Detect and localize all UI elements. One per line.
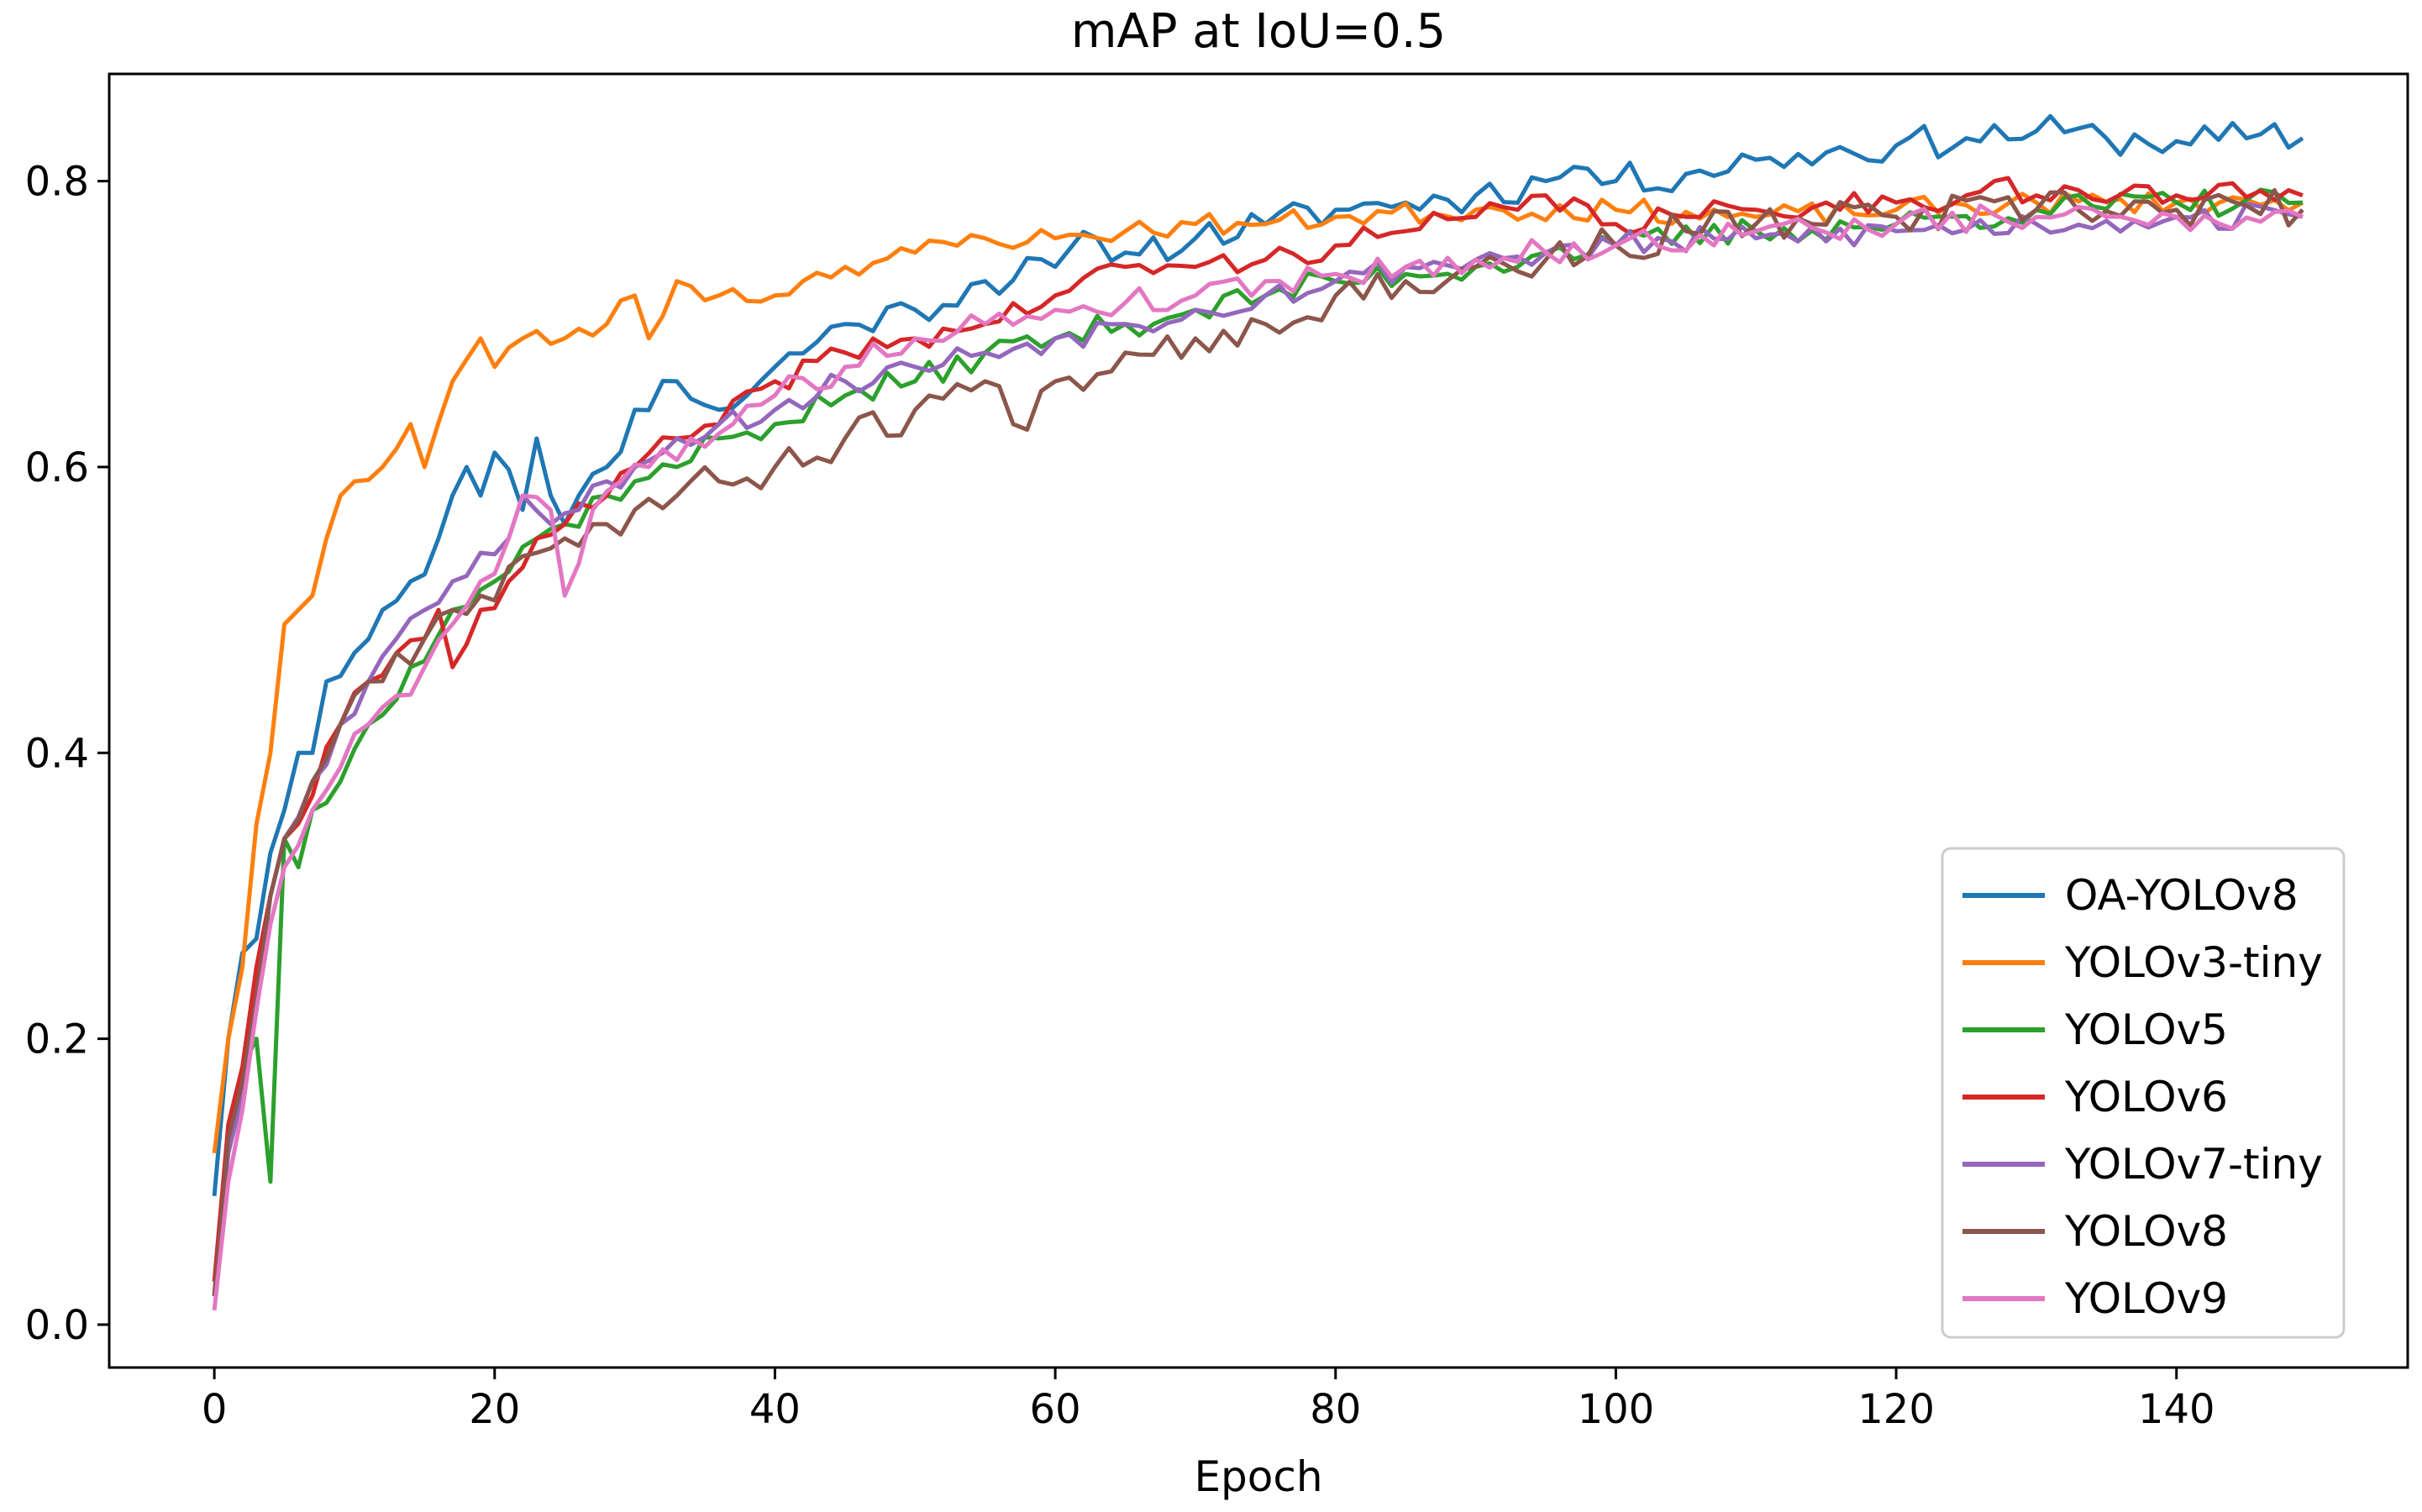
series-line-0	[212, 113, 2304, 1197]
y-tick-label: 0.2	[25, 1016, 89, 1063]
legend-label: YOLOv5	[2064, 1005, 2228, 1054]
legend-label: YOLOv7-tiny	[2064, 1140, 2323, 1189]
x-tick-label: 120	[1857, 1386, 1935, 1433]
legend-label: YOLOv9	[2064, 1274, 2228, 1323]
y-axis: 0.0 0.2 0.4 0.6 0.8	[25, 159, 109, 1349]
y-tick-label: 0.8	[25, 159, 89, 206]
legend-label: YOLOv3-tiny	[2064, 938, 2323, 987]
legend-box	[1941, 847, 2346, 1339]
x-axis-label: Epoch	[1194, 1452, 1322, 1501]
x-axis: 0 20 40 60 80 100 120 140	[202, 1368, 2215, 1433]
chart-title: mAP at IoU=0.5	[1071, 4, 1446, 59]
series-line-6	[212, 203, 2304, 1311]
x-tick-label: 20	[469, 1386, 520, 1433]
x-tick-label: 100	[1578, 1386, 1655, 1433]
series-line-3	[212, 176, 2304, 1283]
y-tick-label: 0.0	[25, 1302, 89, 1349]
plot-lines	[212, 113, 2304, 1311]
plot-area-frame	[108, 72, 2409, 1369]
legend: OA-YOLOv8 YOLOv3-tiny YOLOv5 YOLOv6 YOLOv7-t…	[1941, 847, 2346, 1339]
legend-label: OA-YOLOv8	[2065, 871, 2299, 920]
y-tick-label: 0.6	[25, 444, 89, 491]
x-tick-label: 60	[1030, 1386, 1081, 1433]
x-tick-label: 80	[1310, 1386, 1361, 1433]
y-tick-label: 0.4	[25, 730, 89, 777]
legend-label: YOLOv6	[2064, 1073, 2228, 1121]
series-line-5	[212, 187, 2304, 1297]
legend-label: YOLOv8	[2064, 1207, 2228, 1256]
x-tick-label: 40	[749, 1386, 801, 1433]
x-tick-label: 0	[202, 1386, 228, 1433]
x-tick-label: 140	[2138, 1386, 2215, 1433]
series-line-4	[212, 202, 2304, 1297]
